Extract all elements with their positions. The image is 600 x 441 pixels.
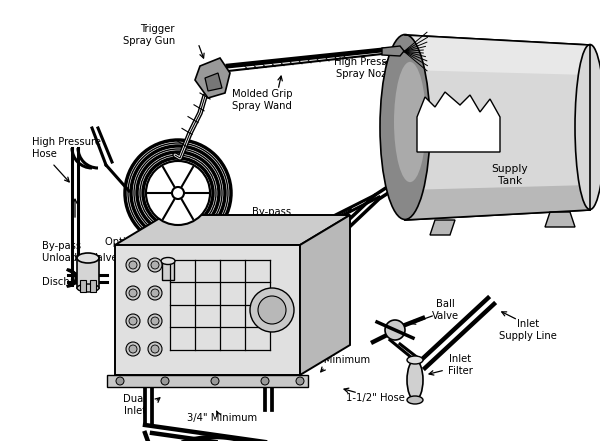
Bar <box>80 280 86 292</box>
Ellipse shape <box>407 396 423 404</box>
Circle shape <box>126 286 140 300</box>
Circle shape <box>296 377 304 385</box>
Text: High Pressure
Hose: High Pressure Hose <box>32 137 101 159</box>
Ellipse shape <box>77 253 99 263</box>
Circle shape <box>211 377 219 385</box>
Circle shape <box>148 342 162 356</box>
Circle shape <box>129 317 137 325</box>
Circle shape <box>258 296 286 324</box>
Circle shape <box>129 345 137 353</box>
Text: Supply
Tank: Supply Tank <box>491 164 529 186</box>
Ellipse shape <box>161 258 175 265</box>
Circle shape <box>385 320 405 340</box>
Text: UDOR
High Pressure
Plunger Pump: UDOR High Pressure Plunger Pump <box>265 254 335 287</box>
Text: 3/4" Minimum: 3/4" Minimum <box>187 413 257 423</box>
Ellipse shape <box>407 356 423 364</box>
Circle shape <box>126 314 140 328</box>
Text: Inlet
Filter: Inlet Filter <box>448 354 472 376</box>
Bar <box>90 280 96 292</box>
Circle shape <box>129 289 137 297</box>
Text: Molded Grip
Spray Wand: Molded Grip Spray Wand <box>232 89 292 111</box>
Text: Trigger
Spray Gun: Trigger Spray Gun <box>123 24 175 46</box>
Circle shape <box>148 258 162 272</box>
Text: Ball
Valve: Ball Valve <box>431 299 458 321</box>
Ellipse shape <box>575 45 600 209</box>
Text: Optional Thermal
Relief Valve: Optional Thermal Relief Valve <box>105 237 191 259</box>
Text: By-pass
Hose: By-pass Hose <box>253 207 292 229</box>
Text: Dual
Inlet: Dual Inlet <box>124 394 146 416</box>
Circle shape <box>146 161 210 225</box>
Circle shape <box>161 377 169 385</box>
Circle shape <box>126 258 140 272</box>
Circle shape <box>151 261 159 269</box>
Text: 3/4" Minimum: 3/4" Minimum <box>300 355 370 365</box>
Polygon shape <box>430 220 455 235</box>
Circle shape <box>126 342 140 356</box>
Ellipse shape <box>380 34 430 220</box>
Text: Discharge: Discharge <box>42 277 92 287</box>
Bar <box>77 256 99 288</box>
Circle shape <box>129 261 137 269</box>
Circle shape <box>148 314 162 328</box>
Circle shape <box>172 187 184 199</box>
Polygon shape <box>115 215 350 245</box>
Polygon shape <box>405 185 590 220</box>
Polygon shape <box>405 35 590 75</box>
Polygon shape <box>417 92 500 152</box>
Ellipse shape <box>394 62 426 182</box>
Text: 1-1/2" Hose: 1-1/2" Hose <box>346 393 404 403</box>
Circle shape <box>148 286 162 300</box>
Circle shape <box>250 288 294 332</box>
Bar <box>162 260 174 280</box>
Bar <box>115 245 300 375</box>
Polygon shape <box>205 73 222 91</box>
Text: Inlet
Supply Line: Inlet Supply Line <box>499 319 557 341</box>
Polygon shape <box>545 212 575 227</box>
Circle shape <box>151 317 159 325</box>
Ellipse shape <box>77 284 99 292</box>
Text: High Pressure
Spray Nozzle: High Pressure Spray Nozzle <box>334 57 403 79</box>
Circle shape <box>116 377 124 385</box>
Polygon shape <box>382 46 404 56</box>
Text: By-pass
Unloader Valve: By-pass Unloader Valve <box>42 241 118 263</box>
Polygon shape <box>405 35 590 220</box>
Ellipse shape <box>407 360 423 400</box>
Circle shape <box>151 289 159 297</box>
Circle shape <box>261 377 269 385</box>
Circle shape <box>151 345 159 353</box>
Polygon shape <box>300 215 350 375</box>
Polygon shape <box>107 375 308 387</box>
Polygon shape <box>195 58 230 98</box>
